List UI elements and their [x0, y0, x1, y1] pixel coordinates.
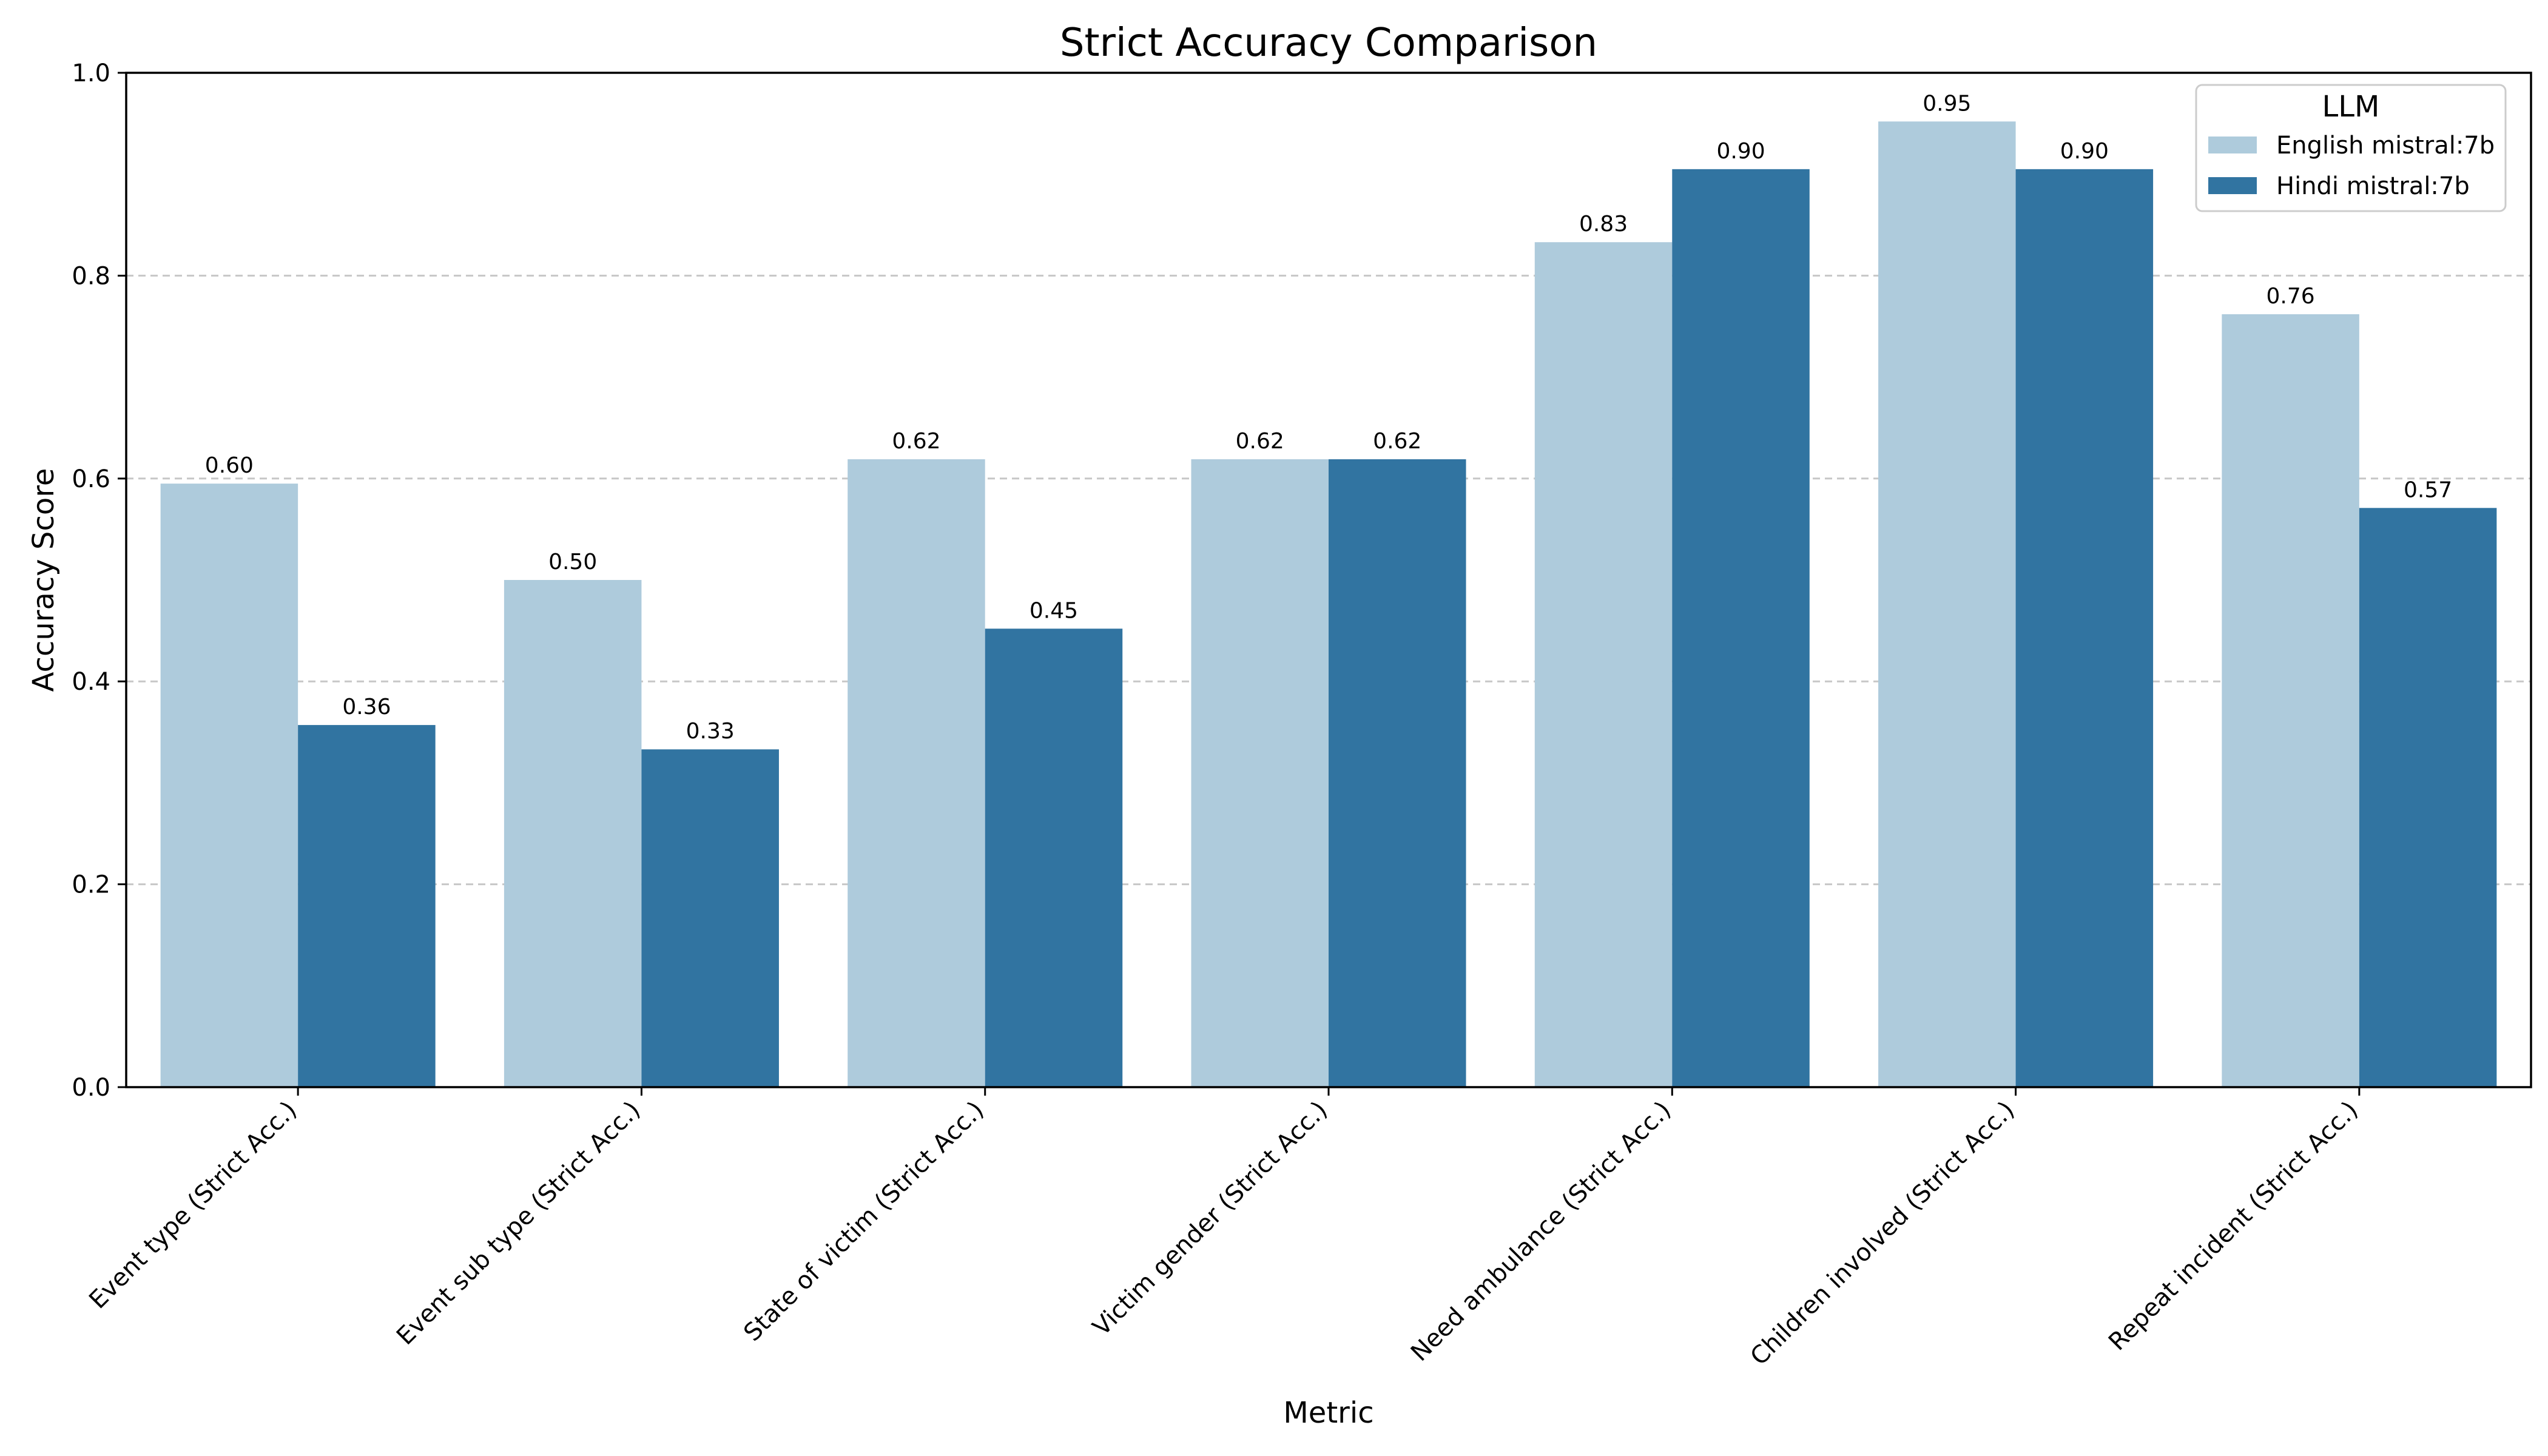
y-axis: 0.0 0.2 0.4 0.6 0.8 1.0: [72, 59, 126, 1102]
bar-value-label: 0.60: [205, 453, 254, 478]
bar-value-label: 0.90: [1716, 139, 1765, 164]
legend-label-english: English mistral:7b: [2276, 132, 2495, 160]
x-tick-label: Victim gender (Strict Acc.): [1087, 1096, 1333, 1342]
y-tick-label: 0.4: [72, 668, 110, 696]
bar-value-label: 0.76: [2267, 284, 2315, 309]
chart-title: Strict Accuracy Comparison: [1060, 21, 1597, 66]
bar-english: [1534, 242, 1673, 1087]
bar-hindi: [2015, 169, 2154, 1088]
y-tick-label: 1.0: [72, 59, 110, 87]
legend-label-hindi: Hindi mistral:7b: [2276, 172, 2470, 200]
bar-labels-layer: 0.60 0.50 0.62 0.62 0.83 0.95 0.76 0.36 0.33 0.45…: [205, 91, 2452, 744]
bar-english: [1878, 121, 2016, 1088]
bar-value-label: 0.45: [1030, 598, 1078, 623]
bar-value-label: 0.57: [2404, 477, 2452, 502]
x-tick-label: State of victim (Strict Acc.): [738, 1096, 989, 1347]
bar-value-label: 0.83: [1579, 212, 1628, 237]
x-tick-label: Event type (Strict Acc.): [84, 1096, 302, 1315]
bar-english: [504, 580, 642, 1087]
bar-value-label: 0.95: [1923, 91, 1971, 116]
bar-hindi: [641, 749, 779, 1087]
bar-hindi: [1672, 169, 1810, 1088]
bar-hindi: [1329, 459, 1466, 1087]
legend-box: [2195, 84, 2507, 212]
legend-swatch-english: [2208, 136, 2257, 153]
legend-title: LLM: [2322, 90, 2380, 124]
x-tick-label: Need ambulance (Strict Acc.): [1406, 1096, 1676, 1367]
bar-hindi: [298, 725, 436, 1087]
bar-value-label: 0.90: [2060, 139, 2109, 164]
bar-hindi: [2359, 508, 2497, 1087]
y-tick-label: 0.6: [72, 465, 110, 493]
x-tick-label: Event sub type (Strict Acc.): [391, 1096, 646, 1351]
legend: LLM English mistral:7b Hindi mistral:7b: [2195, 84, 2507, 212]
y-axis-label: Accuracy Score: [27, 468, 61, 692]
bar-english: [848, 459, 985, 1087]
bar-value-label: 0.50: [548, 550, 597, 575]
bar-value-label: 0.62: [1236, 429, 1284, 454]
bar-value-label: 0.36: [342, 695, 391, 720]
bar-value-label: 0.62: [892, 429, 940, 454]
y-tick-label: 0.8: [72, 262, 110, 290]
y-tick-label: 0.0: [72, 1074, 110, 1102]
x-axis: Event type (Strict Acc.) Event sub type (…: [84, 1087, 2364, 1371]
legend-swatch-hindi: [2208, 177, 2257, 194]
bars-layer: [160, 121, 2497, 1088]
bar-english: [2222, 314, 2359, 1087]
bar-value-label: 0.62: [1373, 429, 1421, 454]
bar-english: [160, 484, 298, 1087]
bar-hindi: [985, 629, 1123, 1087]
x-tick-label: Children involved (Strict Acc.): [1745, 1096, 2020, 1371]
x-axis-label: Metric: [1283, 1396, 1373, 1430]
x-tick-label: Repeat incident (Strict Acc.): [2103, 1096, 2364, 1357]
y-tick-label: 0.2: [72, 871, 110, 899]
bar-english: [1191, 459, 1329, 1087]
bar-value-label: 0.33: [686, 719, 735, 744]
